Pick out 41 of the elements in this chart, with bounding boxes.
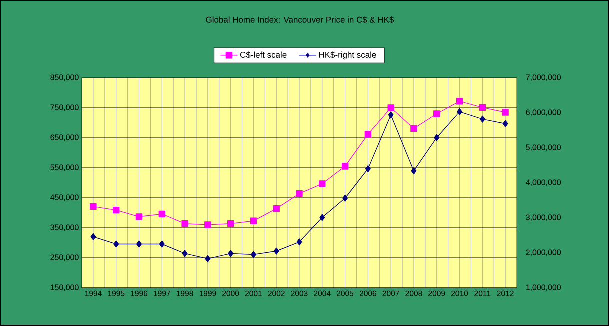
legend-label: C$-left scale [240, 52, 287, 59]
point [296, 190, 303, 198]
point [204, 222, 212, 228]
point [136, 214, 143, 220]
chart-title: Global Home Index: Vancouver Price in C$ & HK$ [206, 16, 394, 24]
point [274, 248, 280, 255]
point [434, 134, 440, 142]
point [250, 251, 256, 258]
point [342, 194, 348, 202]
point [90, 203, 97, 210]
point [388, 112, 394, 119]
point [342, 163, 349, 170]
point [502, 120, 508, 128]
point [502, 109, 509, 116]
point [457, 108, 463, 116]
point [250, 218, 258, 224]
point [296, 238, 302, 246]
point [480, 116, 486, 123]
point [365, 165, 371, 173]
point [410, 125, 418, 132]
legend-label: HK$-right scale [319, 52, 376, 60]
point [411, 168, 417, 175]
point [273, 205, 280, 212]
point [114, 240, 120, 248]
point [434, 110, 440, 118]
point [158, 210, 166, 218]
point [136, 240, 142, 248]
point [479, 104, 486, 112]
point [320, 214, 326, 222]
point [319, 180, 326, 188]
point [90, 233, 96, 240]
point [388, 104, 394, 112]
point [456, 98, 464, 105]
point [228, 250, 234, 258]
point [205, 255, 211, 262]
point [159, 240, 165, 248]
point [227, 220, 234, 228]
point [364, 131, 372, 138]
point [182, 220, 188, 228]
point [113, 206, 120, 214]
point [182, 250, 188, 258]
